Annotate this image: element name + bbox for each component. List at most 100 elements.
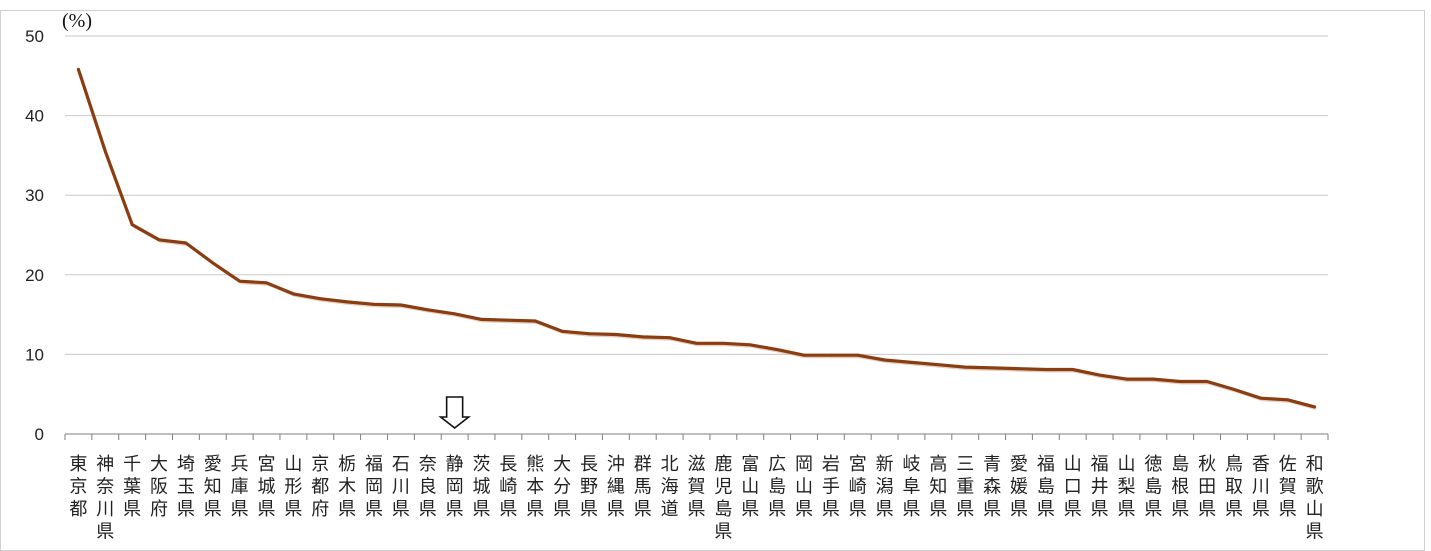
data-point (990, 366, 994, 370)
category-label: 福島県 (1037, 454, 1055, 520)
category-label: 茨城県 (473, 454, 491, 520)
data-point (775, 348, 779, 352)
data-point (1151, 377, 1155, 381)
data-point (292, 292, 295, 296)
category-label: 三重県 (956, 454, 974, 520)
data-point (721, 341, 725, 345)
category-label: 愛媛県 (1010, 454, 1028, 520)
category-label: 新潟県 (876, 454, 894, 520)
data-point (1125, 377, 1128, 381)
data-point (641, 335, 645, 339)
category-label: 長崎県 (499, 454, 517, 520)
category-label: 宮崎県 (849, 454, 867, 520)
data-point (372, 302, 376, 306)
category-label: 佐賀県 (1279, 454, 1297, 520)
data-point (345, 300, 349, 304)
y-tick-label: 40 (25, 107, 44, 126)
y-axis-unit-label: (%) (62, 10, 92, 32)
data-point (1044, 368, 1048, 371)
category-label: 秋田県 (1198, 454, 1216, 520)
category-label: 山形県 (284, 454, 302, 520)
category-label: 京都府 (311, 454, 329, 520)
gridlines (65, 35, 1328, 355)
data-point (184, 241, 188, 245)
category-label: 滋賀県 (688, 454, 706, 520)
category-label: 福井県 (1091, 454, 1109, 520)
data-point (695, 341, 698, 345)
category-label: 岐阜県 (902, 454, 920, 520)
data-point (1098, 373, 1101, 377)
category-label: 岩手県 (822, 454, 840, 520)
category-label: 静岡県 (446, 454, 464, 520)
data-point (480, 317, 483, 321)
data-point (1313, 405, 1316, 409)
data-point (506, 318, 510, 322)
series-line (76, 67, 1317, 409)
category-label: 兵庫県 (231, 454, 249, 520)
category-label: 北海道 (661, 454, 679, 520)
data-point (1286, 398, 1290, 402)
category-label: 香川県 (1252, 454, 1270, 520)
category-label: 神奈川県 (96, 454, 114, 543)
category-label: 埼玉県 (177, 454, 195, 520)
y-tick-label: 0 (35, 425, 44, 444)
data-point (1259, 396, 1263, 400)
data-point (910, 360, 913, 364)
category-label: 栃木県 (338, 454, 356, 520)
category-label: 石川県 (392, 454, 410, 520)
category-label: 福岡県 (365, 454, 383, 520)
data-point (103, 150, 107, 153)
category-label: 宮城県 (258, 454, 276, 520)
category-label: 岡山県 (795, 454, 813, 520)
data-point (560, 329, 564, 333)
category-label: 鳥取県 (1225, 454, 1243, 520)
category-label: 島根県 (1171, 454, 1189, 520)
y-tick-label: 20 (25, 266, 44, 285)
category-label: 青森県 (983, 454, 1001, 520)
category-label: 山梨県 (1117, 454, 1135, 520)
data-point (883, 358, 887, 362)
data-point (1232, 388, 1236, 391)
data-point (130, 223, 134, 227)
data-point (238, 279, 242, 283)
data-point (587, 332, 591, 336)
series-layer (76, 67, 1317, 410)
data-point (963, 365, 967, 369)
data-point (157, 238, 161, 242)
category-label: 大阪府 (150, 454, 168, 520)
data-point (426, 308, 430, 312)
data-point (1178, 380, 1182, 383)
category-label: 山口県 (1064, 454, 1082, 520)
data-point (265, 281, 268, 285)
category-label: 大分県 (553, 454, 571, 520)
category-label: 愛知県 (204, 454, 222, 520)
data-point (533, 319, 537, 323)
data-point (453, 312, 457, 316)
category-label: 沖縄県 (607, 454, 625, 520)
category-label: 千葉県 (123, 454, 141, 520)
y-axis-tick-labels: 0 10 20 30 40 50 (25, 27, 44, 444)
category-label: 鹿児島県 (714, 454, 732, 543)
category-label: 富山県 (741, 454, 759, 520)
category-label: 東京都 (69, 454, 87, 520)
data-point (614, 333, 618, 336)
y-tick-label: 10 (25, 345, 44, 364)
category-label: 広島県 (768, 454, 786, 520)
data-point (748, 343, 752, 347)
highlight-layer (438, 396, 471, 430)
data-point (829, 353, 833, 357)
data-point (318, 297, 322, 301)
series-line-shadow (78, 71, 1317, 410)
data-point (399, 303, 403, 307)
category-label: 長野県 (580, 454, 598, 520)
category-labels: 東京都神奈川県千葉県大阪府埼玉県愛知県兵庫県宮城県山形県京都府栃木県福岡県石川県… (69, 454, 1323, 543)
down-arrow-icon (438, 396, 471, 430)
category-label: 徳島県 (1144, 454, 1162, 520)
data-point (1205, 380, 1209, 383)
category-label: 和歌山県 (1306, 454, 1324, 543)
category-label: 高知県 (929, 454, 947, 520)
data-point (668, 336, 672, 340)
data-point (802, 353, 806, 357)
data-point (1017, 367, 1021, 371)
